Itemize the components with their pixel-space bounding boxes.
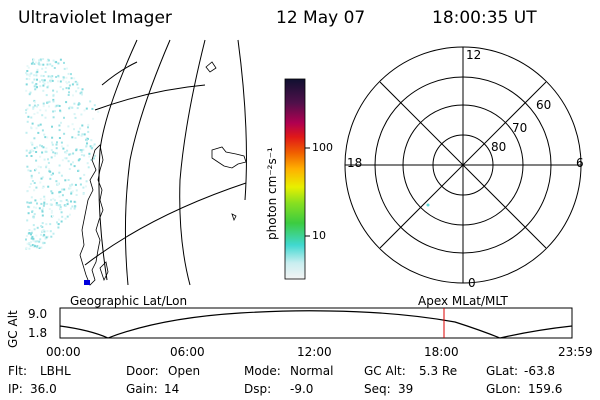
- status-gcalt-key: GC Alt:: [364, 364, 406, 378]
- altitude-curve: [59, 310, 573, 339]
- polar-diagonal: [379, 81, 547, 249]
- coastline: [99, 261, 109, 282]
- timeline-ytick-max: 9.0: [28, 307, 48, 321]
- status-gcalt-value: 5.3 Re: [419, 364, 458, 378]
- status-gain-value: 14: [164, 382, 180, 396]
- status-dsp-value: -9.0: [290, 382, 314, 396]
- grid-lat-line: [101, 61, 138, 86]
- grid-lon-line: [98, 39, 138, 281]
- mlt-label-12: 12: [466, 48, 482, 62]
- status-filter-key: Flt:: [8, 364, 27, 378]
- time-label: 18:00:35 UT: [432, 8, 537, 28]
- mlat-label-80: 80: [491, 140, 507, 154]
- status-filter-value: LBHL: [40, 364, 71, 378]
- status-mode-key: Mode:: [244, 364, 281, 378]
- status-mode-value: Normal: [290, 364, 334, 378]
- date-label: 12 May 07: [276, 8, 366, 28]
- timeline-xtick: 18:00: [424, 345, 459, 359]
- mlt-label-6: 6: [576, 156, 584, 170]
- grid-lon-line: [179, 39, 206, 286]
- geographic-plot-title: Geographic Lat/Lon: [70, 294, 188, 308]
- colorbar-gradient: [284, 78, 306, 280]
- colorbar-tick-10: 10: [312, 229, 326, 242]
- status-dsp-key: Dsp:: [244, 382, 272, 396]
- status-gain-key: Gain:: [126, 382, 158, 396]
- grid-lat-line: [84, 182, 247, 266]
- grid-lon-line: [124, 39, 171, 286]
- coastline: [79, 144, 104, 286]
- status-glat-value: -63.8: [524, 364, 556, 378]
- mlt-label-0: 0: [468, 276, 476, 290]
- timeline-ytick-min: 1.8: [28, 326, 48, 340]
- status-seq-value: 39: [398, 382, 414, 396]
- timeline-axis-label: GC Alt: [6, 310, 20, 348]
- mlat-label-70: 70: [512, 121, 528, 135]
- timeline-xtick: 00:00: [46, 345, 81, 359]
- status-ip-value: 36.0: [30, 382, 57, 396]
- coastline: [205, 61, 217, 73]
- coastline: [231, 213, 237, 222]
- status-glat-key: GLat:: [486, 364, 519, 378]
- grid-lat-line: [94, 84, 206, 111]
- timeline-xtick: 06:00: [170, 345, 205, 359]
- status-seq-key: Seq:: [364, 382, 391, 396]
- coastline: [211, 146, 247, 169]
- uv-emission-speckles: [25, 58, 100, 250]
- status-door-key: Door:: [126, 364, 159, 378]
- colorbar-tick-100: 100: [312, 141, 333, 154]
- status-ip-key: IP:: [8, 382, 23, 396]
- mlt-label-18: 18: [347, 156, 363, 170]
- timeline-xtick: 12:00: [297, 345, 332, 359]
- timeline-xtick: 23:59: [558, 345, 593, 359]
- status-door-value: Open: [168, 364, 201, 378]
- status-glon-key: GLon:: [486, 382, 521, 396]
- apex-plot-title: Apex MLat/MLT: [418, 294, 508, 308]
- mlat-label-60: 60: [536, 98, 552, 112]
- map-marker: [84, 280, 90, 285]
- instrument-title: Ultraviolet Imager: [18, 8, 172, 28]
- timeline-frame: [59, 307, 573, 339]
- status-glon-value: 159.6: [528, 382, 563, 396]
